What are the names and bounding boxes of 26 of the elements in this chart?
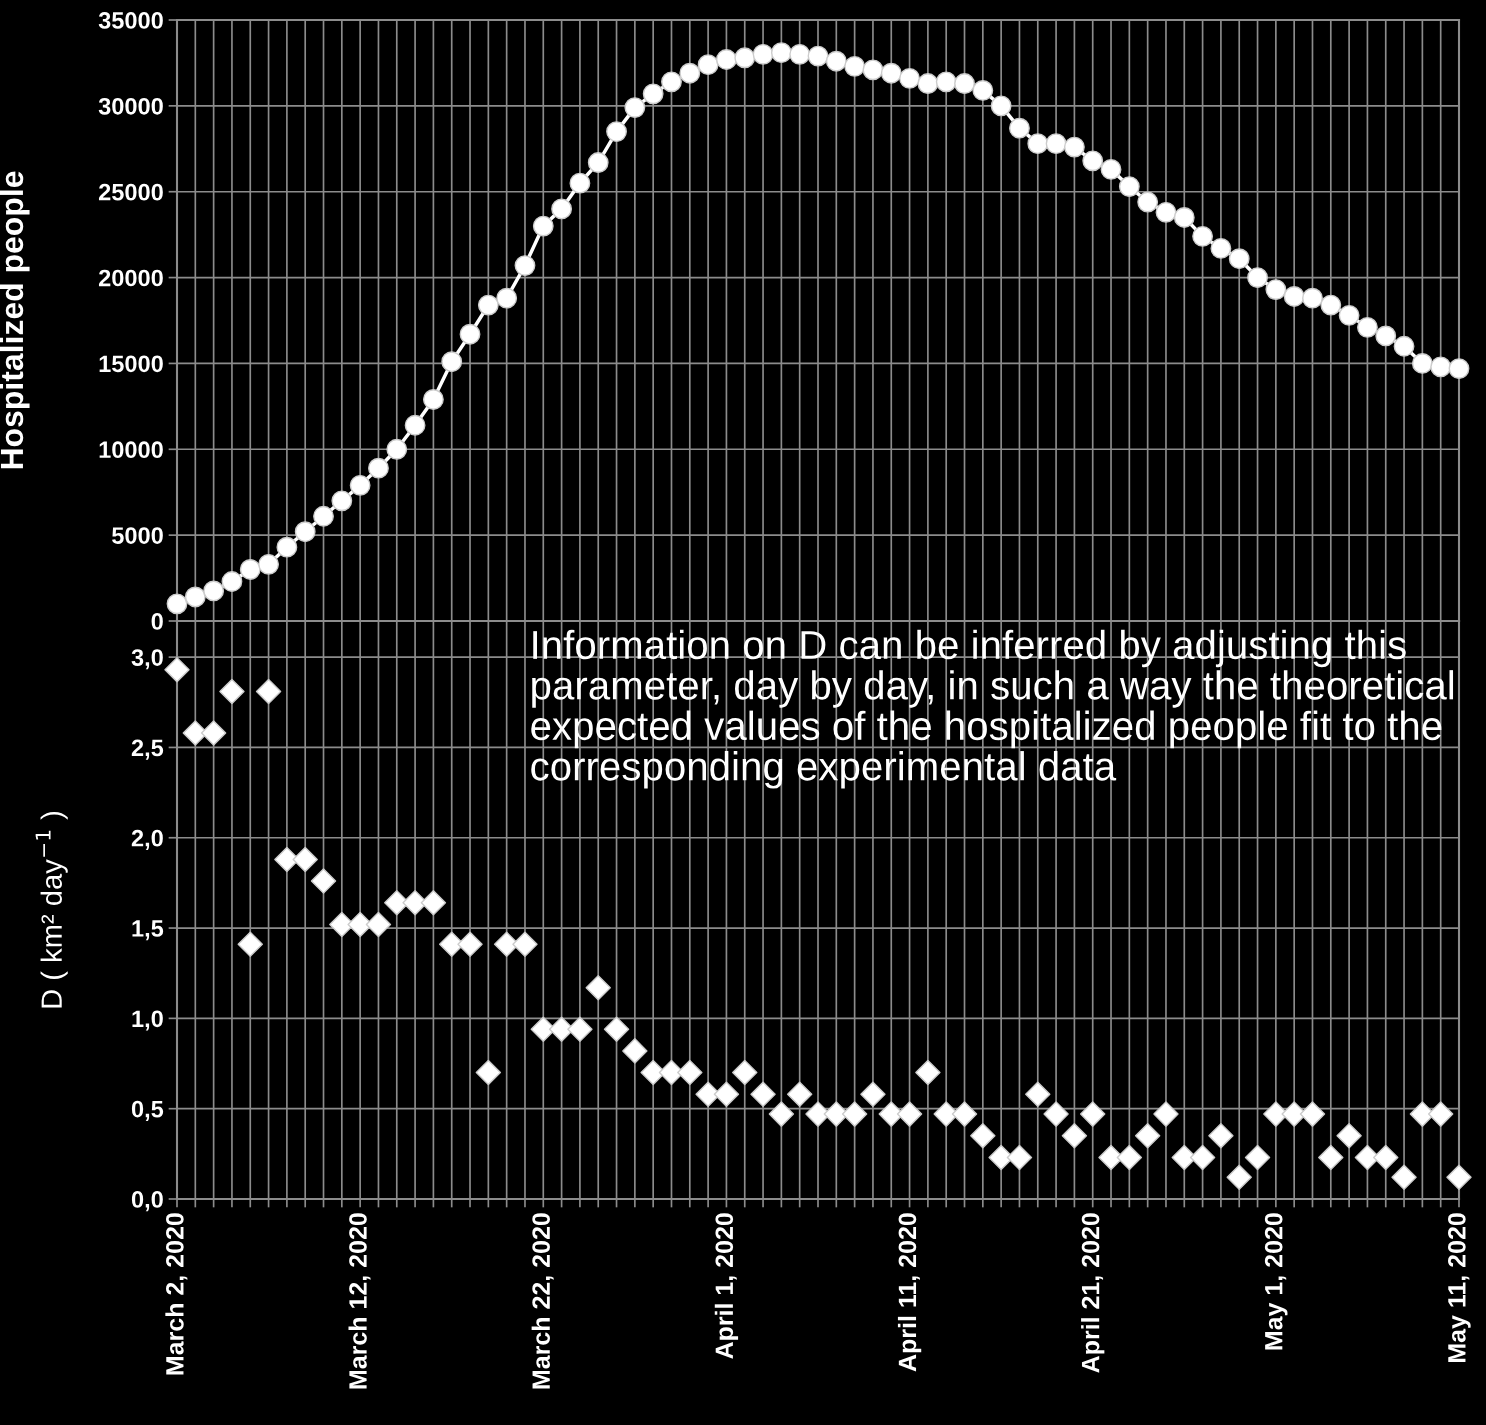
- y-tick-label: 0,0: [131, 1191, 163, 1212]
- x-tick-label: May 11, 2020: [1448, 1213, 1471, 1363]
- y-tick-label: 2,0: [131, 829, 163, 850]
- y-tick-label: 1,0: [132, 1010, 163, 1031]
- y-tick-label: 10000: [99, 441, 163, 459]
- x-tick-label: May 1, 2020: [1264, 1213, 1288, 1350]
- y-tick-label: 3,0: [131, 649, 163, 670]
- x-tick-label: April 11, 2020: [897, 1213, 922, 1372]
- y-tick-label: 5000: [112, 527, 163, 544]
- y-tick-label: 15000: [99, 355, 163, 373]
- y-axis-title: Hospitalized people: [0, 171, 30, 469]
- x-tick-label: March 2, 2020: [165, 1213, 188, 1375]
- x-tick-label: March 12, 2020: [348, 1213, 371, 1389]
- y-tick-label: 35000: [98, 12, 163, 29]
- y-tick-label: 30000: [98, 97, 163, 115]
- annotation: Information on D can be inferred by adjusting this parameter, day by day, in such a way the theoretical expected values of the hospitalized people fit to the corresponding experimental data: [531, 629, 1454, 789]
- y-tick-label: 0,5: [131, 1100, 164, 1121]
- y-tick-label: 1,5: [132, 920, 164, 941]
- y-tick-label: 0: [151, 613, 163, 630]
- x-tick-label: April 1, 2020: [714, 1213, 739, 1359]
- x-tick-label: April 21, 2020: [1081, 1213, 1105, 1373]
- x-tick-label: March 22, 2020: [531, 1213, 554, 1389]
- y-tick-label: 25000: [98, 183, 163, 201]
- y-axis-title: D ( km² day$^{−1}$ ): [35, 812, 68, 1008]
- y-tick-label: 20000: [98, 269, 163, 287]
- y-tick-label: 2,5: [131, 739, 164, 760]
